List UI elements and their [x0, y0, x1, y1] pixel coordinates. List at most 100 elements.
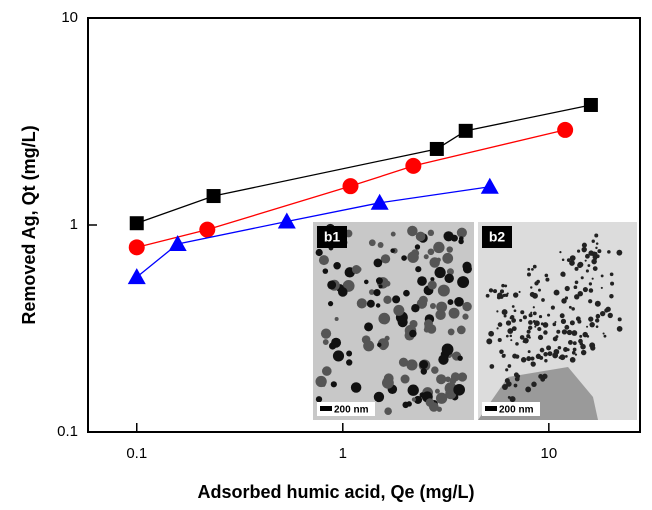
- particle: [331, 338, 341, 348]
- particle: [403, 290, 410, 297]
- particle: [569, 306, 572, 309]
- particle: [457, 276, 469, 288]
- particle: [462, 302, 471, 311]
- particle: [574, 267, 578, 271]
- particle: [515, 355, 519, 359]
- particle: [502, 309, 508, 315]
- point: [481, 178, 499, 194]
- particle: [513, 292, 518, 297]
- particle: [351, 382, 362, 393]
- particle: [581, 350, 586, 355]
- particle: [520, 310, 524, 314]
- particle: [600, 311, 605, 316]
- particle: [538, 289, 541, 292]
- particle: [510, 317, 512, 319]
- scale-bar: [485, 406, 497, 411]
- particle: [462, 314, 468, 320]
- particle: [407, 251, 418, 262]
- particle: [506, 320, 511, 325]
- particle: [596, 314, 601, 319]
- particle: [537, 327, 541, 331]
- particle: [594, 233, 598, 237]
- particle: [327, 280, 336, 289]
- particle: [531, 268, 534, 271]
- particle: [528, 320, 533, 325]
- particle: [519, 291, 521, 293]
- particle: [510, 396, 516, 402]
- particle: [592, 278, 594, 280]
- point: [584, 98, 598, 112]
- particle: [328, 301, 333, 306]
- particle: [373, 289, 380, 296]
- particle: [363, 340, 374, 351]
- particle: [558, 346, 562, 350]
- particle: [448, 329, 455, 336]
- particle: [609, 294, 613, 298]
- point: [129, 239, 145, 255]
- particle: [539, 356, 543, 360]
- particle: [527, 273, 531, 277]
- particle: [457, 228, 467, 238]
- particle: [429, 257, 439, 267]
- particle: [539, 315, 542, 318]
- particle: [323, 339, 329, 345]
- particle: [607, 250, 611, 254]
- particle: [577, 250, 580, 253]
- particle: [369, 239, 376, 246]
- x-tick-label: 10: [540, 445, 557, 462]
- particle: [562, 329, 567, 334]
- particle: [407, 226, 417, 236]
- particle: [543, 352, 547, 356]
- particle: [592, 240, 595, 243]
- particle: [556, 330, 560, 334]
- particle: [496, 327, 498, 329]
- particle: [554, 290, 560, 296]
- particle: [442, 344, 454, 356]
- point: [557, 122, 573, 138]
- particle: [533, 320, 536, 323]
- particle: [578, 291, 583, 296]
- particle: [438, 354, 448, 364]
- particle: [316, 249, 323, 256]
- particle: [436, 393, 447, 404]
- particle: [457, 326, 466, 335]
- particle: [546, 345, 551, 350]
- particle: [515, 342, 519, 346]
- particle: [384, 407, 392, 415]
- particle: [588, 299, 592, 303]
- particle: [610, 282, 614, 286]
- particle: [526, 334, 530, 338]
- particle: [528, 326, 532, 330]
- particle: [357, 298, 367, 308]
- particle: [433, 242, 444, 253]
- particle: [574, 285, 578, 289]
- particle: [438, 285, 450, 297]
- particle: [597, 249, 601, 253]
- particle: [507, 292, 509, 294]
- particle: [523, 315, 527, 319]
- particle: [544, 359, 547, 362]
- particle: [424, 254, 429, 259]
- particle: [402, 402, 408, 408]
- particle: [449, 308, 460, 319]
- particle: [543, 330, 547, 334]
- particle: [596, 325, 599, 328]
- particle: [525, 387, 531, 393]
- particle: [530, 292, 535, 297]
- particle: [445, 376, 451, 382]
- particle: [421, 368, 427, 374]
- particle: [454, 297, 464, 307]
- point: [199, 222, 215, 238]
- particle: [374, 392, 384, 402]
- particle: [571, 307, 575, 311]
- particle: [510, 339, 512, 341]
- particle: [564, 325, 569, 330]
- particle: [604, 308, 608, 312]
- particle: [578, 262, 584, 268]
- particle: [391, 232, 396, 237]
- particle: [379, 284, 383, 288]
- particle: [411, 304, 419, 312]
- particle: [593, 266, 598, 271]
- particle: [595, 318, 599, 322]
- particle: [534, 281, 538, 285]
